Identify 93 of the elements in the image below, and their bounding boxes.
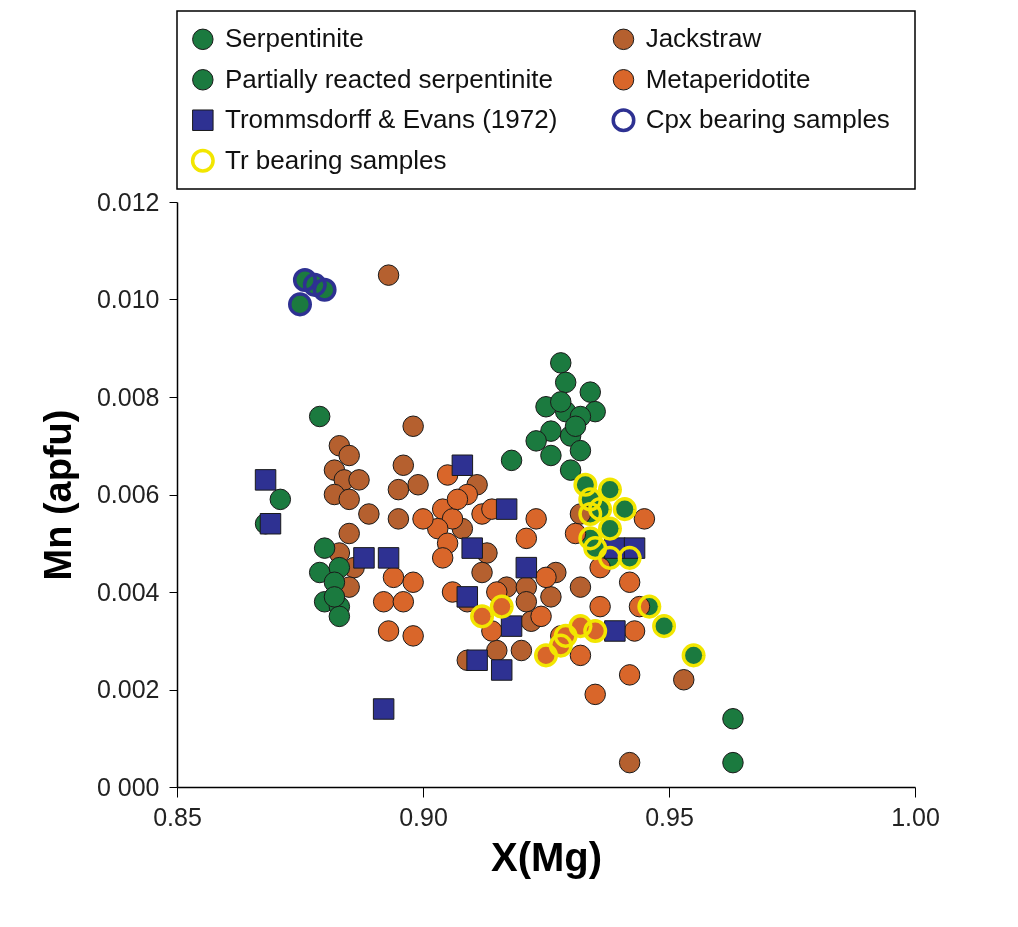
y-tick-label: 0.006 [96,480,160,508]
point [559,459,582,481]
legend-label: Cpx bearing samples [645,104,890,135]
point [604,620,626,642]
point [540,444,562,467]
point [313,537,336,559]
point [495,498,518,520]
point [372,698,395,720]
legend-label: Trommsdorff & Evans (1972) [224,104,558,135]
point [550,352,572,374]
legend-label: Jackstraw [645,23,762,54]
y-tick-label: 0 000 [96,772,160,801]
x-axis-title: X(Mg) [490,834,603,879]
point [402,415,424,437]
point [431,547,454,569]
point [338,488,360,511]
point [618,664,641,686]
x-tick-label: 0.90 [399,802,448,831]
point [353,547,375,569]
point [402,625,424,647]
point [308,561,331,584]
point [308,405,331,428]
x-tick-label: 0.85 [153,802,202,831]
point [392,454,415,476]
point [377,547,400,569]
point [372,591,395,613]
point [618,751,641,774]
y-tick-label: 0.004 [96,577,160,606]
point [451,454,474,476]
point [461,537,483,559]
x-tick-label: 1.00 [891,802,940,831]
point [525,508,547,530]
point [377,620,400,642]
point [515,527,538,550]
point [466,649,488,671]
point [564,415,587,437]
point [446,488,469,511]
point [530,605,552,628]
y-tick-label: 0.002 [96,675,160,703]
legend-label: Serpentinite [224,23,364,54]
point [722,708,744,730]
point [259,513,282,535]
point [569,576,592,598]
point [579,381,602,403]
point [338,522,360,545]
point [500,615,523,637]
point [486,639,508,662]
point [515,556,538,579]
point [387,478,410,501]
point [633,508,656,530]
point [584,683,606,706]
point [589,595,611,618]
point [535,566,557,589]
point [412,508,434,530]
point [500,449,523,472]
x-tick-label: 0.95 [645,802,694,831]
y-tick-label: 0.010 [96,285,160,313]
point [525,430,547,452]
point [722,751,744,774]
point [456,586,479,608]
point [569,439,592,462]
point [510,639,533,662]
point [540,420,562,442]
legend-label: Partially reacted serpentinite [224,63,554,94]
point [407,474,429,496]
point [348,469,370,491]
point [490,659,513,681]
point [540,586,562,608]
point [392,591,415,613]
point [358,503,380,525]
point [441,508,464,530]
y-tick-label: 0.012 [96,187,160,216]
legend-label: Tr bearing samples [224,144,447,175]
y-tick-label: 0.008 [96,382,160,411]
point [323,586,346,608]
point [254,469,277,491]
point [387,508,410,530]
point [623,620,646,642]
point [618,571,641,593]
point [515,591,538,613]
point [338,444,360,467]
point [569,644,592,667]
point [328,605,351,628]
point [382,566,405,589]
y-axis-title: Mn (apfu) [36,409,79,581]
point [550,391,572,413]
point [402,571,424,593]
point [471,561,493,584]
point [673,669,695,691]
point [377,264,400,286]
point [269,488,292,511]
point [554,371,577,394]
legend-label: Metaperidotite [645,63,811,94]
